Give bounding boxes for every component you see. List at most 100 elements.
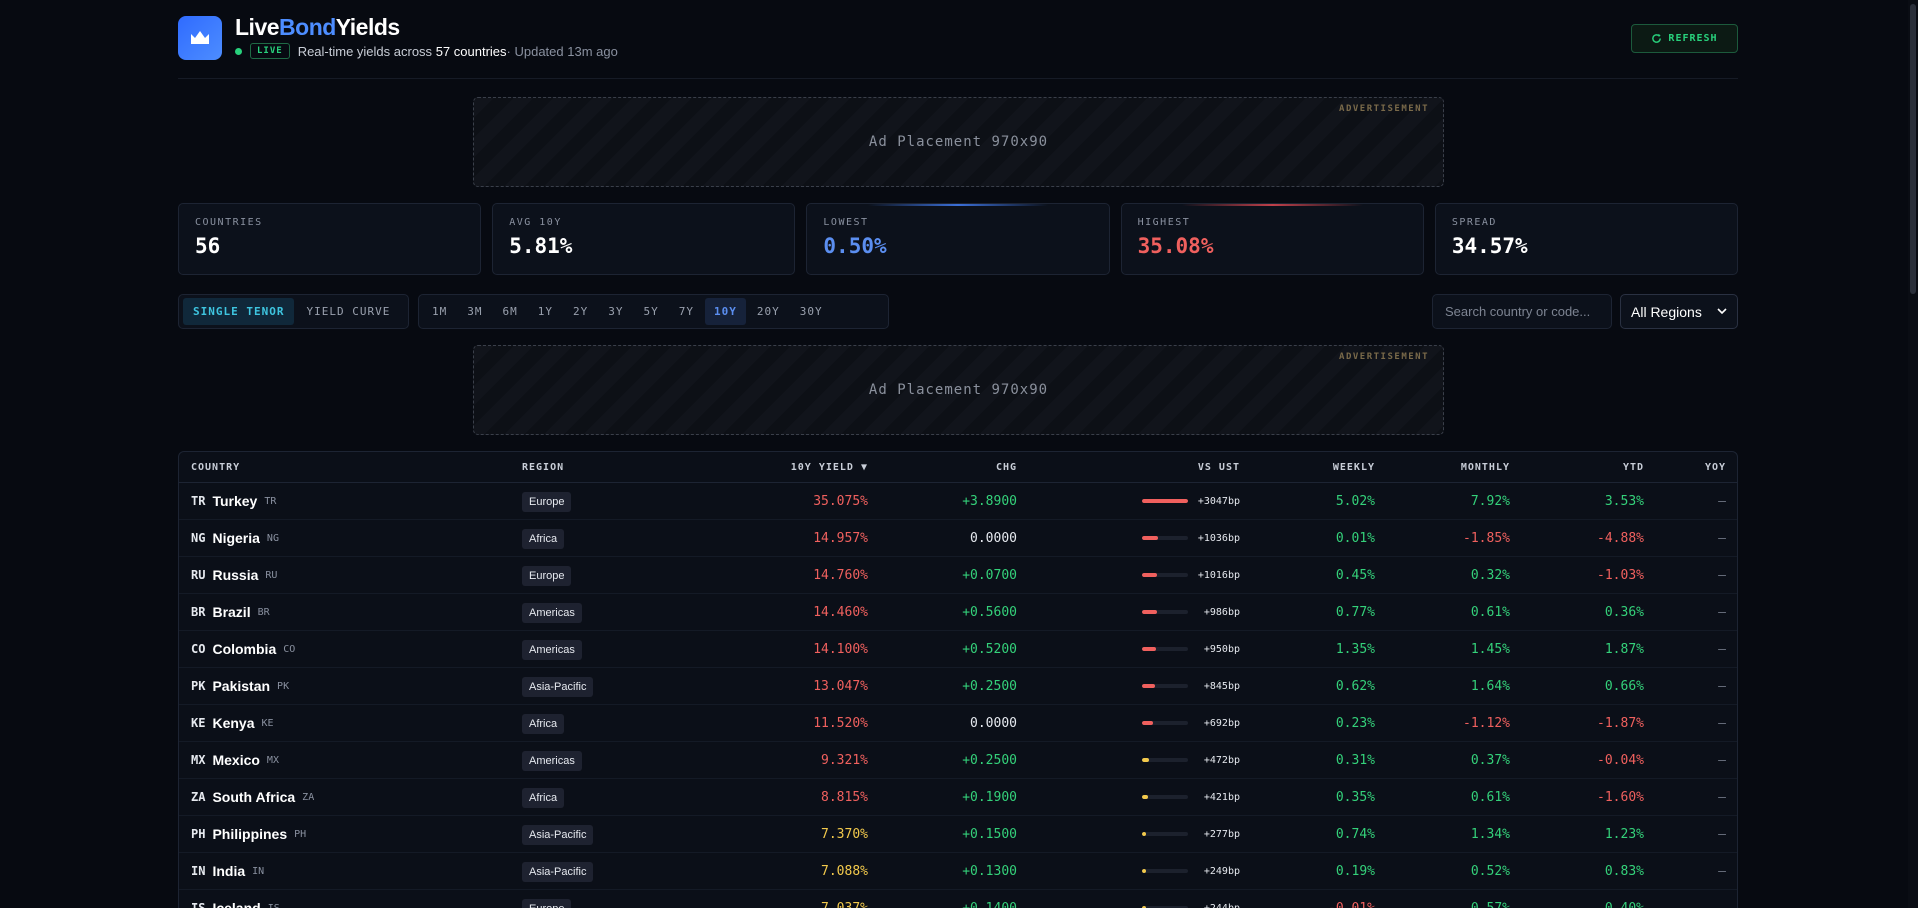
yoy-value: — <box>1718 641 1726 657</box>
table-row[interactable]: RU Russia RU Europe 14.760% +0.0700 +101… <box>179 557 1737 594</box>
tenor-30y[interactable]: 30Y <box>799 305 823 318</box>
weekly-value: 0.62% <box>1335 678 1375 694</box>
tenor-5y[interactable]: 5Y <box>643 305 659 318</box>
yoy-value: — <box>1718 863 1726 879</box>
table-row[interactable]: MX Mexico MX Americas 9.321% +0.2500 +47… <box>179 742 1737 779</box>
country-cell: BR Brazil BR <box>191 604 270 620</box>
app-logo <box>178 16 222 60</box>
ytd-value: 1.23% <box>1604 826 1644 842</box>
ytd-value: 0.40% <box>1604 900 1644 908</box>
tenor-3y[interactable]: 3Y <box>608 305 624 318</box>
region-cell: Asia-Pacific <box>522 825 594 845</box>
country-name: Kenya <box>212 715 255 731</box>
ytd-value: -1.60% <box>1597 789 1644 805</box>
region-cell: Africa <box>522 529 565 549</box>
flag-icon: CO <box>191 642 206 656</box>
tenor-3m[interactable]: 3M <box>467 305 483 318</box>
ad-banner-middle[interactable]: ADVERTISEMENT Ad Placement 970x90 <box>473 345 1444 435</box>
yield-value: 35.075% <box>813 493 868 509</box>
yield-value: 8.815% <box>821 789 868 805</box>
yoy-value: — <box>1718 493 1726 509</box>
scrollbar-thumb[interactable] <box>1910 4 1916 294</box>
vs-ust-bar <box>1142 499 1188 503</box>
table-row[interactable]: IS Iceland IS Europe 7.037% +0.1400 +244… <box>179 890 1737 908</box>
flag-icon: BR <box>191 605 206 619</box>
country-cell: ZA South Africa ZA <box>191 789 314 805</box>
toggle-single-tenor[interactable]: SINGLE TENOR <box>183 298 295 325</box>
yield-value: 7.088% <box>821 863 868 879</box>
region-cell: Africa <box>522 714 565 734</box>
region-badge: Europe <box>522 566 572 586</box>
page-scrollbar[interactable] <box>1908 0 1918 908</box>
app-title: LiveBondYields <box>235 14 400 40</box>
ytd-value: 1.87% <box>1604 641 1644 657</box>
chg-value: +0.5600 <box>962 604 1017 620</box>
flag-icon: PK <box>191 679 206 693</box>
ytd-value: -1.87% <box>1597 715 1644 731</box>
table-header: COUNTRY REGION 10Y YIELD ▼ CHG VS UST WE… <box>179 452 1737 483</box>
col-yoy[interactable]: YOY <box>1704 461 1726 473</box>
tenor-2y[interactable]: 2Y <box>573 305 589 318</box>
live-dot-icon <box>235 47 242 55</box>
col-country[interactable]: COUNTRY <box>191 461 241 473</box>
col-ytd[interactable]: YTD <box>1622 461 1644 473</box>
refresh-icon <box>1652 33 1662 43</box>
region-badge: Africa <box>522 714 565 734</box>
stat-avg-10y: AVG 10Y 5.81% <box>492 203 796 275</box>
col-yield[interactable]: 10Y YIELD ▼ <box>790 461 868 473</box>
ytd-value: -4.88% <box>1597 530 1644 546</box>
table-row[interactable]: PK Pakistan PK Asia-Pacific 13.047% +0.2… <box>179 668 1737 705</box>
region-select[interactable]: All Regions <box>1620 294 1738 329</box>
vs-ust-cell: +3047bp <box>1142 496 1240 507</box>
col-region[interactable]: REGION <box>522 461 565 473</box>
crown-icon <box>191 31 209 44</box>
col-vs-ust[interactable]: VS UST <box>1197 461 1240 473</box>
header-subline: LIVE Real-time yields across 57 countrie… <box>235 43 618 59</box>
tenor-20y[interactable]: 20Y <box>756 305 780 318</box>
col-weekly[interactable]: WEEKLY <box>1332 461 1375 473</box>
yoy-value: — <box>1718 900 1726 908</box>
table-row[interactable]: IN India IN Asia-Pacific 7.088% +0.1300 … <box>179 853 1737 890</box>
tenor-1y[interactable]: 1Y <box>537 305 553 318</box>
country-code: RU <box>265 569 278 581</box>
table-row[interactable]: PH Philippines PH Asia-Pacific 7.370% +0… <box>179 816 1737 853</box>
ytd-value: 3.53% <box>1604 493 1644 509</box>
ad-banner-top[interactable]: ADVERTISEMENT Ad Placement 970x90 <box>473 97 1444 187</box>
tenor-7y[interactable]: 7Y <box>678 305 694 318</box>
yoy-value: — <box>1718 530 1726 546</box>
country-cell: MX Mexico MX <box>191 752 279 768</box>
country-code: ZA <box>302 791 315 803</box>
country-name: Brazil <box>212 604 251 620</box>
col-monthly[interactable]: MONTHLY <box>1460 461 1510 473</box>
region-badge: Africa <box>522 788 565 808</box>
toggle-yield-curve[interactable]: YIELD CURVE <box>306 305 391 318</box>
table-row[interactable]: BR Brazil BR Americas 14.460% +0.5600 +9… <box>179 594 1737 631</box>
flag-icon: ZA <box>191 790 206 804</box>
region-select-value: All Regions <box>1631 303 1702 320</box>
country-cell: CO Colombia CO <box>191 641 295 657</box>
ytd-value: -1.03% <box>1597 567 1644 583</box>
table-row[interactable]: ZA South Africa ZA Africa 8.815% +0.1900… <box>179 779 1737 816</box>
tenor-6m[interactable]: 6M <box>502 305 518 318</box>
region-badge: Asia-Pacific <box>522 677 594 697</box>
country-code: PK <box>277 680 290 692</box>
table-row[interactable]: TR Turkey TR Europe 35.075% +3.8900 +304… <box>179 483 1737 520</box>
table-row[interactable]: CO Colombia CO Americas 14.100% +0.5200 … <box>179 631 1737 668</box>
yield-value: 9.321% <box>821 752 868 768</box>
table-row[interactable]: KE Kenya KE Africa 11.520% 0.0000 +692bp… <box>179 705 1737 742</box>
vs-ust-bar-fill <box>1142 869 1146 873</box>
region-cell: Americas <box>522 640 582 660</box>
refresh-button[interactable]: REFRESH <box>1631 24 1738 53</box>
table-row[interactable]: NG Nigeria NG Africa 14.957% 0.0000 +103… <box>179 520 1737 557</box>
search-input[interactable] <box>1432 294 1612 329</box>
col-chg[interactable]: CHG <box>995 461 1017 473</box>
vs-ust-value: +692bp <box>1203 717 1240 729</box>
tenor-1m[interactable]: 1M <box>432 305 448 318</box>
vs-ust-bar <box>1142 536 1188 540</box>
monthly-value: 0.37% <box>1470 752 1510 768</box>
yoy-value: — <box>1718 826 1726 842</box>
region-badge: Europe <box>522 899 572 908</box>
tenor-10y[interactable]: 10Y <box>705 298 746 325</box>
country-name: South Africa <box>212 789 296 805</box>
weekly-value: 0.74% <box>1335 826 1375 842</box>
